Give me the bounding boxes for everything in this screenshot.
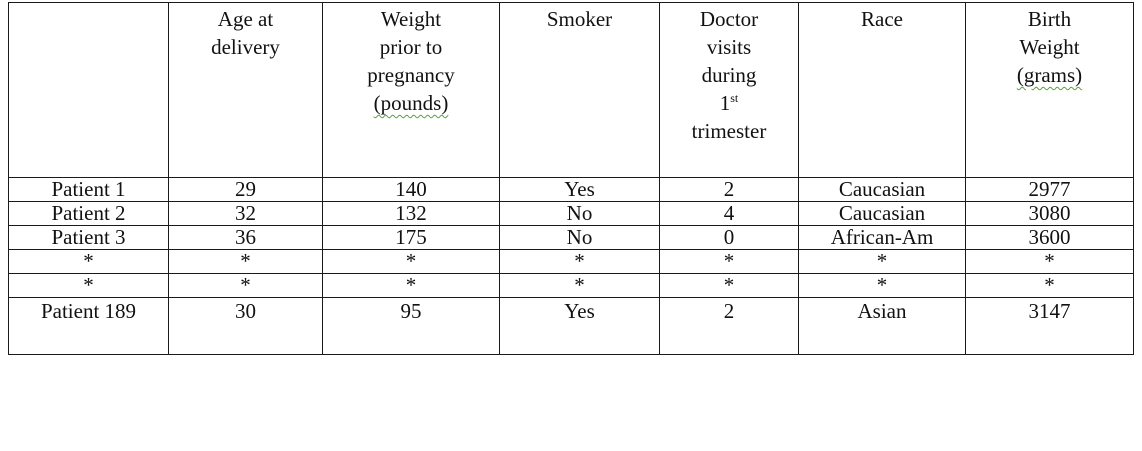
patient-data-table: Age at delivery Weight prior to pregnanc… (8, 2, 1134, 355)
header-cell-smoker: Smoker (499, 2, 660, 178)
table-cell: 0 (659, 225, 799, 250)
table-cell: Caucasian (798, 201, 966, 226)
header-cell-weight-prior: Weight prior to pregnancy (pounds) (322, 2, 500, 178)
header-text: prior to (379, 35, 443, 59)
table-cell: 3147 (965, 297, 1134, 355)
table-cell: 3600 (965, 225, 1134, 250)
header-text-ordinal: 1st1st (719, 91, 739, 115)
table-cell: * (798, 273, 966, 298)
table-row: * * * * * * * (8, 249, 1134, 274)
table-body: Patient 1 29 140 Yes 2 Caucasian 2977 Patient 2… (8, 177, 1134, 355)
header-cell-race: Race (798, 2, 966, 178)
header-text: Age at (217, 7, 274, 31)
table-row: Patient 1 29 140 Yes 2 Caucasian 2977 (8, 177, 1134, 202)
table-row: * * * * * * * (8, 273, 1134, 298)
table-cell: 30 (168, 297, 323, 355)
table-cell: 29 (168, 177, 323, 202)
table-cell: 3080 (965, 201, 1134, 226)
header-text: (grams) (1016, 63, 1083, 87)
table-row: Patient 189 30 95 Yes 2 Asian 3147 (8, 297, 1134, 355)
header-row: Age at delivery Weight prior to pregnanc… (8, 2, 1134, 178)
table-cell: * (322, 273, 500, 298)
table-row: Patient 2 32 132 No 4 Caucasian 3080 (8, 201, 1134, 226)
table-cell: African-Am (798, 225, 966, 250)
header-cell-blank (8, 2, 169, 178)
table-cell: * (499, 249, 660, 274)
table-cell: * (322, 249, 500, 274)
header-cell-birth-weight: Birth Weight (grams) (965, 2, 1134, 178)
table-cell: Asian (798, 297, 966, 355)
header-text: Race (861, 7, 903, 31)
table-cell: 2 (659, 297, 799, 355)
table-cell: 132 (322, 201, 500, 226)
table-cell: * (168, 249, 323, 274)
table-cell: * (168, 273, 323, 298)
table-cell: 95 (322, 297, 500, 355)
table-cell: Yes (499, 177, 660, 202)
table-row: Patient 3 36 175 No 0 African-Am 3600 (8, 225, 1134, 250)
table-cell: 175 (322, 225, 500, 250)
row-label-cell: Patient 189 (8, 297, 169, 355)
header-text: delivery (211, 35, 280, 59)
row-label-cell: Patient 2 (8, 201, 169, 226)
table-cell: Yes (499, 297, 660, 355)
header-cell-doctor-visits: Doctor visits during 1st1st trimester (659, 2, 799, 178)
table-cell: * (965, 273, 1134, 298)
table-cell: No (499, 225, 660, 250)
row-label-cell: * (8, 249, 169, 274)
header-text: Birth (1027, 7, 1072, 31)
header-text: trimester (691, 119, 767, 143)
row-label-cell: Patient 3 (8, 225, 169, 250)
table-cell: Caucasian (798, 177, 966, 202)
header-text: Weight (380, 7, 442, 31)
header-text: pregnancy (367, 63, 455, 87)
header-text: Weight (1019, 35, 1080, 59)
table-cell: * (499, 273, 660, 298)
table-cell: 36 (168, 225, 323, 250)
row-label-cell: * (8, 273, 169, 298)
table-cell: * (659, 249, 799, 274)
table-cell: 4 (659, 201, 799, 226)
table-cell: * (798, 249, 966, 274)
row-label-cell: Patient 1 (8, 177, 169, 202)
header-text: visits (706, 35, 752, 59)
table-cell: 2977 (965, 177, 1134, 202)
header-text: during (701, 63, 757, 87)
table-cell: 2 (659, 177, 799, 202)
table-cell: No (499, 201, 660, 226)
table-cell: * (965, 249, 1134, 274)
header-text: Smoker (546, 7, 613, 31)
table-cell: 32 (168, 201, 323, 226)
table-cell: 140 (322, 177, 500, 202)
header-text: Doctor (699, 7, 759, 31)
header-text: (pounds) (373, 91, 449, 115)
header-cell-age: Age at delivery (168, 2, 323, 178)
table-cell: * (659, 273, 799, 298)
